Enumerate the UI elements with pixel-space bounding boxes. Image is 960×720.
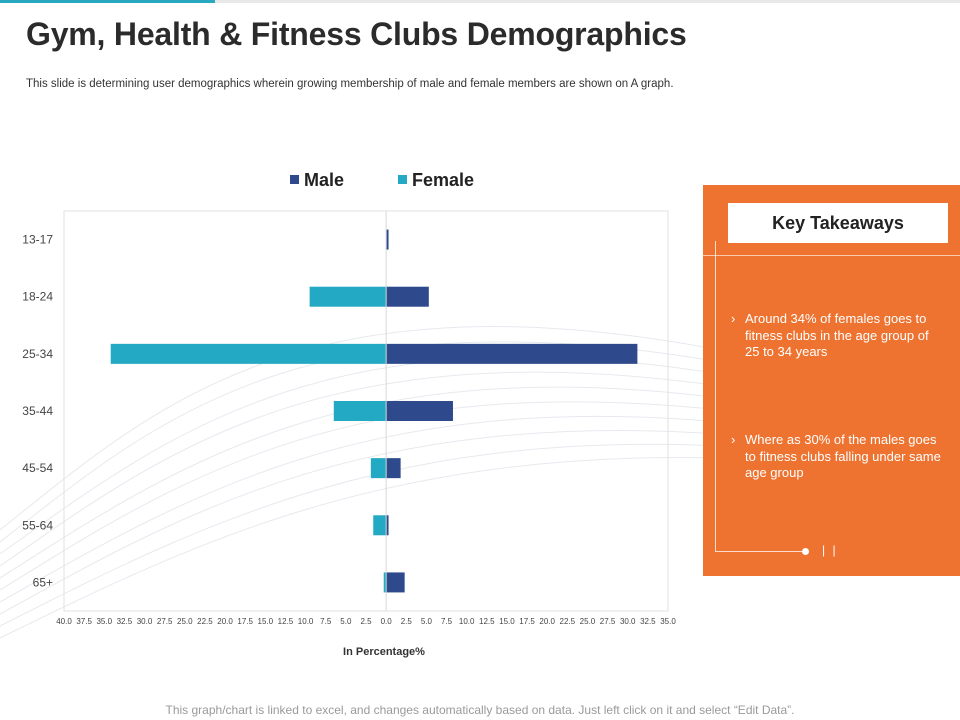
x-tick-label: 15.0 bbox=[499, 617, 515, 626]
x-tick-label: 22.5 bbox=[560, 617, 576, 626]
bar-male-55-64 bbox=[386, 515, 389, 536]
bar-female-35-44 bbox=[333, 401, 387, 421]
bar-male-13-17 bbox=[386, 229, 389, 250]
x-tick-label: 20.0 bbox=[217, 617, 233, 626]
bar-male-18-24 bbox=[386, 286, 429, 307]
x-tick-label: 10.0 bbox=[459, 617, 475, 626]
key-takeaways-header: Key Takeaways bbox=[728, 203, 948, 243]
x-tick-label: 27.5 bbox=[157, 617, 173, 626]
category-label-25-34: 25-34 bbox=[22, 347, 53, 361]
bar-male-65+ bbox=[386, 572, 405, 593]
category-label-35-44: 35-44 bbox=[22, 404, 53, 418]
key-takeaways-panel: Key Takeaways | | › Around 34% of female… bbox=[703, 185, 960, 576]
x-tick-label: 30.0 bbox=[137, 617, 153, 626]
x-tick-label: 15.0 bbox=[258, 617, 274, 626]
x-tick-label: 12.5 bbox=[479, 617, 495, 626]
takeaway-item: › Around 34% of females goes to fitness … bbox=[731, 311, 941, 361]
x-tick-label: 0.0 bbox=[381, 617, 393, 626]
takeaway-item: › Where as 30% of the males goes to fitn… bbox=[731, 432, 941, 482]
legend-swatch-male bbox=[290, 175, 299, 184]
bar-female-18-24 bbox=[309, 286, 387, 307]
x-tick-label: 10.0 bbox=[298, 617, 314, 626]
x-tick-label: 40.0 bbox=[56, 617, 72, 626]
category-label-18-24: 18-24 bbox=[22, 290, 53, 304]
panel-connector-dot bbox=[802, 548, 809, 555]
x-tick-label: 30.0 bbox=[620, 617, 636, 626]
chevron-right-icon: › bbox=[731, 311, 736, 326]
x-tick-label: 5.0 bbox=[340, 617, 352, 626]
x-tick-label: 17.5 bbox=[237, 617, 253, 626]
header-rule bbox=[215, 0, 960, 3]
bar-male-25-34 bbox=[386, 343, 638, 364]
x-tick-label: 7.5 bbox=[320, 617, 332, 626]
x-tick-label: 35.0 bbox=[96, 617, 112, 626]
legend-label-female: Female bbox=[412, 170, 474, 190]
bar-female-25-34 bbox=[110, 343, 387, 364]
bars-group bbox=[110, 229, 638, 593]
footer-note: This graph/chart is linked to excel, and… bbox=[165, 703, 795, 717]
demographics-chart: Male Female 13-17 18-24 25-34 35-44 45-54 55-… bbox=[22, 170, 676, 658]
x-tick-label: 32.5 bbox=[640, 617, 656, 626]
x-tick-label: 12.5 bbox=[278, 617, 294, 626]
x-tick-label: 20.0 bbox=[539, 617, 555, 626]
x-axis-label: In Percentage% bbox=[343, 646, 425, 658]
legend-swatch-female bbox=[398, 175, 407, 184]
x-tick-label: 2.5 bbox=[401, 617, 413, 626]
panel-divider bbox=[703, 255, 960, 256]
category-label-55-64: 55-64 bbox=[22, 518, 53, 532]
x-tick-label: 5.0 bbox=[421, 617, 433, 626]
x-tick-label: 37.5 bbox=[76, 617, 92, 626]
x-tick-label: 35.0 bbox=[660, 617, 676, 626]
takeaway-text: Where as 30% of the males goes to fitnes… bbox=[745, 432, 941, 480]
page-title: Gym, Health & Fitness Clubs Demographics bbox=[26, 16, 687, 52]
category-label-45-54: 45-54 bbox=[22, 461, 53, 475]
chart-legend: Male Female bbox=[290, 170, 474, 190]
bar-female-45-54 bbox=[370, 458, 387, 479]
legend-label-male: Male bbox=[304, 170, 344, 190]
x-tick-label: 22.5 bbox=[197, 617, 213, 626]
bar-male-45-54 bbox=[386, 458, 401, 479]
panel-connector-horizontal bbox=[715, 551, 805, 552]
page-subtitle: This slide is determining user demograph… bbox=[26, 78, 674, 90]
bar-female-65+ bbox=[383, 572, 387, 593]
bar-female-55-64 bbox=[373, 515, 387, 536]
x-tick-label: 25.0 bbox=[580, 617, 596, 626]
x-tick-label: 32.5 bbox=[117, 617, 133, 626]
x-tick-label: 7.5 bbox=[441, 617, 453, 626]
category-labels: 13-17 18-24 25-34 35-44 45-54 55-64 65+ bbox=[22, 233, 53, 590]
x-tick-label: 2.5 bbox=[360, 617, 372, 626]
category-label-65+: 65+ bbox=[33, 575, 53, 589]
plot-area bbox=[63, 210, 669, 612]
takeaway-text: Around 34% of females goes to fitness cl… bbox=[745, 311, 929, 359]
panel-connector-vertical bbox=[715, 241, 716, 551]
x-tick-label: 17.5 bbox=[519, 617, 535, 626]
x-tick-label: 25.0 bbox=[177, 617, 193, 626]
chevron-right-icon: › bbox=[731, 432, 736, 447]
category-label-13-17: 13-17 bbox=[22, 233, 53, 247]
bar-male-35-44 bbox=[386, 401, 453, 421]
header-accent-bar bbox=[0, 0, 215, 3]
decorative-waves bbox=[0, 325, 720, 639]
panel-marks: | | bbox=[822, 543, 838, 557]
x-tick-label: 27.5 bbox=[600, 617, 616, 626]
x-tick-labels: 40.0 37.5 35.0 32.5 30.0 27.5 25.0 22.5 20.0 17.5… bbox=[56, 617, 676, 626]
